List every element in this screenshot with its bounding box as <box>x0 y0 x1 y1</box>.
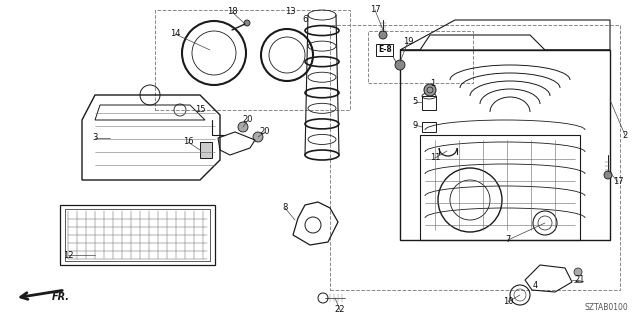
Text: 12: 12 <box>63 251 73 260</box>
Bar <box>155 10 350 110</box>
Text: 17: 17 <box>612 178 623 187</box>
Circle shape <box>238 122 248 132</box>
Text: 2: 2 <box>622 131 628 140</box>
Text: 18: 18 <box>227 7 237 17</box>
Text: 14: 14 <box>170 29 180 38</box>
Text: 5: 5 <box>412 98 418 107</box>
Text: 22: 22 <box>335 306 345 315</box>
Text: 6: 6 <box>302 15 308 25</box>
Circle shape <box>604 171 612 179</box>
Text: 20: 20 <box>243 116 253 124</box>
Bar <box>368 31 473 83</box>
Text: 10: 10 <box>503 298 513 307</box>
Text: 16: 16 <box>182 138 193 147</box>
Text: 8: 8 <box>282 204 288 212</box>
Text: 17: 17 <box>370 5 380 14</box>
Bar <box>200 142 212 158</box>
Text: 13: 13 <box>285 7 295 17</box>
Text: 1: 1 <box>430 78 436 87</box>
Circle shape <box>379 31 387 39</box>
Text: 9: 9 <box>412 121 418 130</box>
Circle shape <box>574 268 582 276</box>
Text: 4: 4 <box>532 281 538 290</box>
Text: 19: 19 <box>403 37 413 46</box>
Bar <box>65 209 210 261</box>
Text: 15: 15 <box>195 106 205 115</box>
Circle shape <box>253 132 263 142</box>
Circle shape <box>424 84 436 96</box>
Circle shape <box>395 60 405 70</box>
Text: SZTAB0100: SZTAB0100 <box>584 303 628 312</box>
Text: 3: 3 <box>92 133 98 142</box>
Text: FR.: FR. <box>52 292 70 302</box>
Text: 21: 21 <box>575 276 585 284</box>
Bar <box>330 25 620 290</box>
Text: 7: 7 <box>506 236 511 244</box>
Bar <box>422 96 436 110</box>
Bar <box>422 122 436 132</box>
Text: E-8: E-8 <box>378 45 392 54</box>
Text: 11: 11 <box>429 154 440 163</box>
Bar <box>60 205 215 265</box>
Circle shape <box>244 20 250 26</box>
Text: 20: 20 <box>260 127 270 137</box>
